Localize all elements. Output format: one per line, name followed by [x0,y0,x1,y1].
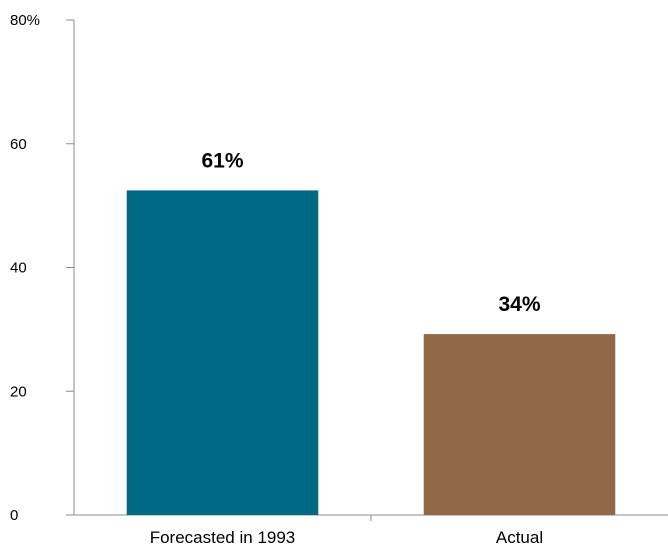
y-tick-label: 40 [10,260,27,277]
y-tick-label: 60 [10,136,27,153]
y-ticks: 0 20 40 60 80% [10,12,74,524]
bars [126,190,616,515]
data-label: 34% [498,293,540,316]
labels: 61% Forecasted in 1993 34% Actual [150,149,543,547]
y-tick-label: 20 [10,383,27,400]
x-category-label: Actual [496,528,543,547]
y-tick-label: 0 [10,507,18,524]
x-category-label: Forecasted in 1993 [150,528,296,547]
bar-forecasted [126,190,319,515]
y-tick-label: 80% [10,12,40,29]
bar-actual [423,334,616,515]
data-label: 61% [201,149,243,172]
